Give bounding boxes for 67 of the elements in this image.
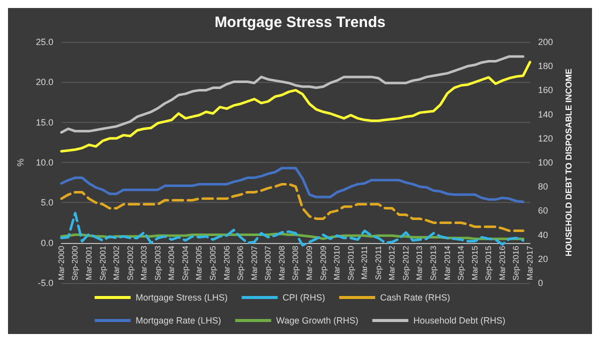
line-series [60, 60, 532, 153]
x-tick-label: Mar-2007 [250, 245, 259, 280]
x-tick-label: Mar-2000 [56, 245, 66, 280]
x-tick-label: Mar-2017 [526, 245, 534, 280]
x-tick-label: Sep-2011 [374, 245, 383, 280]
x-tick-label: Mar-2012 [388, 245, 397, 280]
x-tick-label: Mar-2015 [470, 245, 480, 280]
x-tick-label: Mar-2002 [112, 245, 122, 280]
x-tick-label: Mar-2006 [222, 245, 232, 280]
x-tick-label: Mar-2010 [332, 245, 342, 280]
x-tick-label: Mar-2003 [140, 245, 149, 280]
y2-tick-label: 140 [538, 109, 554, 120]
line-series [60, 182, 524, 232]
legend-label: Household Debt (RHS) [413, 316, 506, 326]
x-tick-label: Sep-2001 [98, 245, 108, 281]
x-tick-label: Sep-2015 [484, 245, 494, 281]
y2-tick-label: 20 [538, 254, 548, 264]
y-tick-label: 5.0 [40, 198, 54, 208]
x-tick-label: Sep-2008 [291, 245, 300, 281]
legend-label: CPI (RHS) [282, 292, 326, 302]
x-tick-label: Sep-2016 [512, 245, 521, 281]
x-tick-label: Mar-2013 [415, 245, 424, 280]
y-axis-title: % [16, 158, 26, 167]
y2-tick-label: 60 [538, 206, 548, 216]
x-tick-label: Sep-2002 [126, 245, 135, 281]
y-tick-label: -5.0 [38, 278, 54, 288]
legend-label: Wage Growth (RHS) [276, 316, 358, 326]
x-tick-label: Sep-2006 [236, 245, 246, 281]
x-tick-label: Mar-2008 [277, 245, 286, 280]
x-tick-label: Sep-2014 [456, 245, 466, 281]
x-tick-label: Sep-2010 [346, 245, 356, 281]
x-tick-label: Mar-2009 [304, 245, 314, 280]
chart-title: Mortgage Stress Trends [214, 14, 386, 31]
x-tick-label: Sep-2009 [318, 245, 328, 281]
x-tick-label: Sep-2000 [70, 245, 80, 281]
y2-tick-label: 40 [538, 230, 548, 240]
x-tick-label: Sep-2004 [180, 245, 190, 281]
x-tick-label: Sep-2007 [264, 245, 273, 281]
line-series [60, 166, 524, 204]
y2-axis-title: HOUSEHOLD DEBT TO DISPOSABLE INCOME [563, 68, 574, 256]
y2-tick-label: 200 [538, 37, 554, 47]
line-series [60, 55, 524, 134]
line-series [60, 212, 524, 246]
y-tick-label: 20.0 [36, 77, 54, 88]
y2-tick-label: 0 [538, 278, 544, 288]
x-tick-label: Sep-2005 [208, 245, 218, 281]
y2-tick-label: 120 [538, 133, 554, 144]
x-tick-label: Mar-2001 [84, 245, 94, 280]
y-tick-label: 25.0 [36, 37, 54, 47]
x-tick-label: Mar-2014 [442, 245, 452, 280]
x-tick-label: Mar-2016 [498, 245, 507, 280]
y-tick-label: 0.0 [40, 238, 54, 248]
legend-label: Mortgage Stress (LHS) [136, 292, 228, 302]
y2-tick-label: 100 [538, 158, 554, 168]
y-tick-label: 15.0 [36, 117, 54, 128]
x-tick-label: Mar-2005 [194, 245, 204, 280]
y-tick-label: 10.0 [36, 158, 54, 168]
x-tick-label: Sep-2013 [429, 245, 438, 281]
legend-label: Cash Rate (RHS) [380, 292, 450, 302]
x-tick-label: Mar-2011 [360, 245, 370, 280]
x-tick-label: Mar-2004 [167, 245, 176, 280]
y2-tick-label: 180 [538, 61, 554, 72]
x-tick-label: Sep-2003 [153, 245, 162, 281]
x-tick-label: Sep-2012 [401, 245, 410, 281]
y2-tick-label: 80 [538, 182, 548, 192]
y2-tick-label: 160 [538, 85, 554, 96]
legend-label: Mortgage Rate (LHS) [136, 316, 222, 326]
